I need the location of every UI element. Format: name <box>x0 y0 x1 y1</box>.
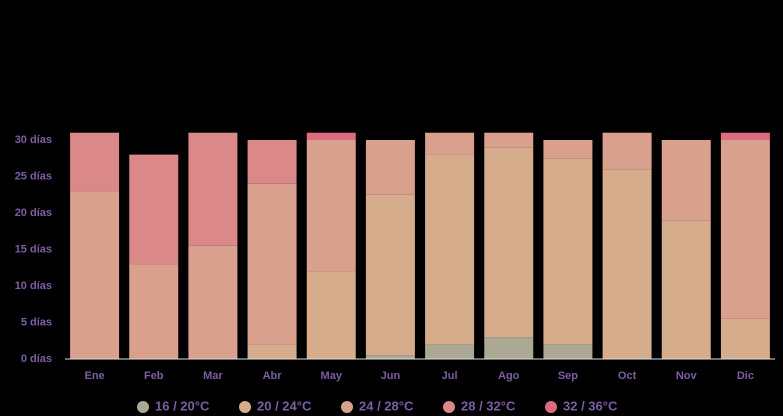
bar-segment <box>306 140 356 272</box>
bar-segment <box>720 140 770 319</box>
legend-swatch <box>239 401 251 413</box>
legend-swatch <box>545 401 557 413</box>
bar-segment <box>70 132 120 192</box>
legend-swatch <box>341 401 353 413</box>
bar-segment <box>543 158 593 345</box>
bar-segment <box>365 140 415 195</box>
bar-segment <box>484 132 534 148</box>
bar-segment <box>543 344 593 359</box>
bar-segment <box>306 271 356 359</box>
bar-segment <box>602 132 652 170</box>
x-tick-label: Jul <box>442 370 458 382</box>
bar-segment <box>129 264 179 359</box>
bar-segment <box>70 191 120 359</box>
bar-segment <box>188 245 238 359</box>
y-tick-label: 0 días <box>21 353 52 365</box>
x-tick-label: Abr <box>263 370 283 382</box>
bar-segment <box>365 194 415 356</box>
y-tick-label: 30 días <box>15 134 52 146</box>
x-tick-label: Mar <box>203 370 223 382</box>
x-tick-label: Ago <box>498 370 520 382</box>
y-tick-label: 5 días <box>21 316 52 328</box>
x-tick-label: Ene <box>84 370 104 382</box>
bar-segment <box>602 169 652 359</box>
x-tick-label: Oct <box>618 370 637 382</box>
bar-segment <box>247 140 297 184</box>
x-tick-label: Feb <box>144 370 164 382</box>
bar-segment <box>720 318 770 359</box>
legend-swatch <box>443 401 455 413</box>
legend-swatch <box>137 401 149 413</box>
bar-segment <box>247 183 297 345</box>
bar-segment <box>247 344 297 359</box>
y-tick-label: 20 días <box>15 207 52 219</box>
bar-segment <box>306 132 356 140</box>
y-tick-label: 10 días <box>15 280 52 292</box>
legend-label: 32 / 36°C <box>563 398 618 413</box>
legend-label: 24 / 28°C <box>359 398 414 413</box>
x-tick-label: Sep <box>558 370 578 382</box>
y-tick-label: 15 días <box>15 243 52 255</box>
bar-segment <box>661 220 711 359</box>
bar-segment <box>188 132 238 246</box>
x-tick-label: Dic <box>737 370 754 382</box>
legend-label: 28 / 32°C <box>461 398 516 413</box>
bar-segment <box>365 355 415 359</box>
bar-segment <box>484 147 534 338</box>
x-tick-label: Jun <box>381 370 401 382</box>
bar-segment <box>425 344 475 359</box>
bar-segment <box>425 154 475 345</box>
bar-segment <box>425 132 475 155</box>
x-tick-label: May <box>321 370 343 382</box>
bar-segment <box>720 132 770 140</box>
bar-segment <box>661 140 711 221</box>
legend-label: 16 / 20°C <box>155 398 210 413</box>
bar-segment <box>543 140 593 159</box>
x-tick-label: Nov <box>676 370 698 382</box>
bar-segment <box>129 154 179 265</box>
legend-label: 20 / 24°C <box>257 398 312 413</box>
bar-segment <box>484 337 534 359</box>
y-tick-label: 25 días <box>15 170 52 182</box>
